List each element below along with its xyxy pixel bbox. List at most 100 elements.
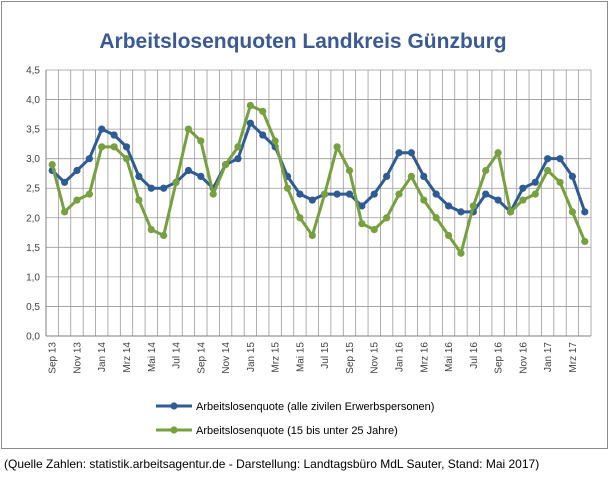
data-point [73, 166, 81, 175]
x-tick-label: Mai 15 [295, 342, 306, 372]
data-point [147, 184, 155, 192]
x-tick-label: Nov 14 [221, 342, 232, 374]
x-axis: Sep 13 Nov 13 Jan 14 Mrz 14 Mai 14 Jul 14 Sep … [46, 335, 591, 374]
data-point [469, 202, 477, 210]
data-point [60, 178, 69, 186]
x-tick-label: Nov 15 [370, 342, 381, 374]
data-point [494, 196, 502, 204]
data-point [222, 160, 230, 169]
data-point [197, 172, 205, 180]
data-point [60, 208, 69, 216]
y-tick-label: 1,5 [26, 243, 40, 254]
data-point [246, 101, 254, 110]
y-axis: 0,0 0,5 1,0 1,5 2,0 2,5 3,0 3,5 4,0 4,5 [26, 66, 47, 343]
legend-label: Arbeitslosenquote (alle zivilen Erwerbsp… [196, 401, 434, 413]
data-point [160, 184, 168, 192]
y-tick-label: 3,5 [26, 125, 40, 136]
data-point [519, 196, 527, 204]
data-point [544, 166, 552, 175]
y-tick-label: 3,0 [26, 154, 40, 165]
data-point [73, 196, 81, 204]
data-point [494, 149, 502, 157]
series-2 [48, 101, 589, 257]
x-tick-label: Mrz 16 [419, 342, 430, 373]
data-point [345, 166, 354, 175]
data-point [122, 155, 131, 163]
series-layer [48, 101, 589, 257]
chart-title: Arbeitslosenquoten Landkreis Günzburg [99, 30, 506, 53]
series-line [50, 103, 587, 255]
data-point [110, 143, 118, 151]
x-tick-label: Jan 14 [97, 342, 108, 372]
x-tick-label: Jul 15 [320, 342, 331, 369]
x-tick-label: Jul 16 [469, 342, 480, 369]
data-point [197, 137, 205, 145]
data-point [48, 160, 56, 169]
data-point [147, 226, 155, 234]
x-tick-label: Jan 17 [543, 342, 554, 372]
data-point [395, 190, 403, 198]
y-tick-label: 2,0 [26, 213, 40, 224]
data-point [482, 166, 490, 175]
data-point [531, 190, 539, 198]
data-point [135, 172, 143, 180]
data-point [407, 172, 415, 180]
legend: Arbeitslosenquote (alle zivilen Erwerbsp… [156, 401, 434, 437]
y-tick-label: 1,0 [26, 272, 40, 283]
data-point [122, 143, 131, 151]
y-tick-label: 0,5 [26, 302, 40, 313]
x-tick-label: Mrz 17 [568, 342, 579, 373]
data-point [370, 190, 378, 198]
data-point [259, 107, 267, 115]
x-tick-label: Jan 15 [246, 342, 257, 372]
data-point [432, 214, 440, 222]
data-point [283, 184, 292, 192]
data-point [568, 172, 577, 180]
data-point [556, 155, 564, 163]
data-point [296, 214, 304, 222]
data-point [85, 190, 93, 198]
legend-label: Arbeitslosenquote (15 bis unter 25 Jahre… [196, 425, 398, 437]
data-point [519, 184, 527, 192]
data-point [457, 208, 465, 216]
x-tick-label: Nov 13 [72, 342, 83, 374]
y-tick-label: 2,5 [26, 184, 40, 195]
x-tick-label: Mai 16 [444, 342, 455, 372]
data-point [172, 178, 180, 186]
legend-marker [170, 402, 178, 410]
data-point [98, 125, 106, 133]
legend-item: Arbeitslosenquote (alle zivilen Erwerbsp… [156, 401, 434, 413]
data-point [370, 226, 378, 234]
data-point [420, 172, 428, 180]
data-point [358, 220, 366, 228]
x-tick-label: Jul 14 [172, 342, 183, 369]
x-tick-label: Mai 14 [147, 342, 158, 372]
data-point [420, 196, 428, 204]
source-caption: (Quelle Zahlen: statistik.arbeitsagentur… [4, 457, 540, 471]
data-point [234, 155, 242, 163]
data-point [135, 196, 143, 204]
x-tick-label: Mrz 14 [122, 342, 133, 373]
data-point [246, 119, 254, 127]
data-point [160, 231, 168, 240]
y-tick-label: 4,0 [26, 95, 40, 106]
data-point [98, 143, 106, 151]
x-tick-label: Sep 16 [494, 342, 505, 374]
data-point [531, 178, 539, 186]
data-point [184, 166, 193, 175]
data-point [556, 178, 564, 186]
data-point [184, 125, 193, 133]
data-point [444, 202, 453, 210]
y-tick-label: 4,5 [26, 66, 40, 77]
data-point [296, 190, 304, 198]
data-point [383, 214, 391, 222]
x-tick-label: Nov 16 [518, 342, 529, 374]
legend-item: Arbeitslosenquote (15 bis unter 25 Jahre… [156, 425, 398, 437]
data-point [568, 208, 577, 216]
data-point [333, 143, 341, 151]
data-point [333, 190, 341, 198]
data-point [432, 190, 440, 198]
x-tick-label: Sep 14 [196, 342, 207, 374]
